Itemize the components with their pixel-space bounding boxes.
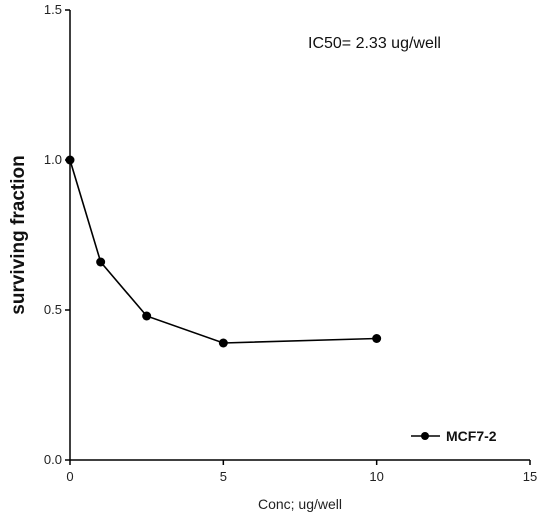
x-tick-label: 0 — [66, 469, 73, 484]
legend: MCF7-2 — [411, 428, 497, 444]
x-tick-label: 5 — [220, 469, 227, 484]
ic50-annotation: IC50= 2.33 ug/well — [308, 35, 441, 52]
x-axis-ticks: 0 5 10 15 — [66, 460, 537, 484]
x-tick-label: 10 — [369, 469, 383, 484]
data-point — [218, 338, 228, 348]
series-layer — [65, 155, 382, 348]
data-point — [96, 257, 106, 267]
data-point — [65, 155, 75, 165]
data-point — [142, 311, 152, 321]
x-axis-label: Conc; ug/well — [258, 496, 342, 512]
y-axis-label: surviving fraction — [8, 155, 29, 314]
plot-area — [69, 10, 530, 461]
y-tick-label: 1.0 — [44, 152, 62, 167]
y-tick-label: 0.0 — [44, 452, 62, 467]
legend-marker — [421, 432, 429, 440]
y-tick-label: 0.5 — [44, 302, 62, 317]
y-axis-ticks: 0.0 0.5 1.0 1.5 — [44, 2, 70, 467]
data-point — [372, 334, 382, 343]
legend-label: MCF7-2 — [446, 428, 497, 444]
x-tick-label: 15 — [523, 469, 537, 484]
y-tick-label: 1.5 — [44, 2, 62, 17]
series-line — [69, 159, 377, 344]
